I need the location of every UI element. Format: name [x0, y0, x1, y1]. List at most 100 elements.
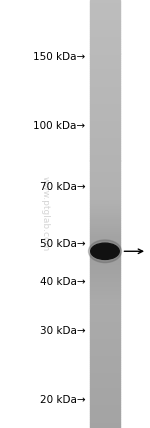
Bar	[90, 220, 120, 223]
Bar	[90, 407, 120, 409]
Bar	[90, 302, 120, 304]
Bar	[90, 248, 120, 250]
Bar	[90, 77, 120, 79]
Bar	[90, 141, 120, 143]
Bar	[90, 60, 120, 62]
Bar	[90, 41, 120, 43]
Bar	[90, 338, 120, 340]
Bar	[90, 184, 120, 186]
Bar	[90, 107, 120, 109]
Bar	[90, 278, 120, 280]
Bar	[90, 379, 120, 381]
Bar	[90, 345, 120, 347]
Bar	[90, 188, 120, 190]
Bar	[90, 327, 120, 330]
Bar	[90, 424, 120, 426]
Bar	[90, 24, 120, 26]
Bar	[90, 156, 120, 158]
Bar	[90, 167, 120, 169]
Bar	[90, 263, 120, 265]
Bar	[90, 402, 120, 404]
Bar	[90, 171, 120, 173]
Bar	[90, 253, 120, 255]
Bar	[90, 45, 120, 47]
Bar	[90, 310, 120, 312]
Bar	[90, 182, 120, 184]
Bar	[90, 169, 120, 171]
Bar	[90, 355, 120, 357]
Bar	[90, 389, 120, 392]
Bar	[90, 175, 120, 178]
Bar	[90, 135, 120, 137]
Bar	[90, 64, 120, 66]
Bar	[90, 190, 120, 193]
Bar	[90, 261, 120, 263]
Bar	[90, 139, 120, 141]
Bar	[90, 229, 120, 231]
Bar	[90, 233, 120, 235]
Bar	[90, 105, 120, 107]
Bar	[90, 81, 120, 83]
Bar	[90, 137, 120, 139]
Bar	[90, 58, 120, 60]
Bar	[90, 332, 120, 334]
Bar	[90, 79, 120, 81]
Bar	[90, 259, 120, 261]
Bar	[90, 349, 120, 351]
Bar	[90, 101, 120, 103]
Bar	[90, 118, 120, 120]
Bar	[90, 32, 120, 34]
Bar	[90, 370, 120, 372]
Bar	[90, 28, 120, 30]
Bar	[90, 43, 120, 45]
Bar	[90, 347, 120, 349]
Bar	[90, 148, 120, 150]
Bar	[90, 165, 120, 167]
Bar	[90, 419, 120, 422]
Bar	[90, 193, 120, 195]
Bar	[90, 218, 120, 220]
Bar	[90, 4, 120, 6]
Bar	[90, 293, 120, 295]
Bar	[90, 17, 120, 19]
Bar	[90, 54, 120, 56]
Bar	[90, 6, 120, 9]
Bar	[90, 0, 120, 2]
Text: 20 kDa→: 20 kDa→	[40, 395, 86, 405]
Bar	[90, 21, 120, 24]
Text: 70 kDa→: 70 kDa→	[40, 182, 86, 192]
Bar	[90, 160, 120, 163]
Bar	[90, 15, 120, 17]
Bar	[90, 362, 120, 364]
Text: 100 kDa→: 100 kDa→	[33, 121, 86, 131]
Bar	[90, 285, 120, 287]
Bar	[90, 225, 120, 227]
Bar	[90, 178, 120, 180]
Bar	[90, 342, 120, 345]
Ellipse shape	[88, 240, 122, 263]
Bar	[90, 353, 120, 355]
Bar	[90, 73, 120, 75]
Bar	[90, 88, 120, 90]
Bar	[90, 242, 120, 244]
Bar	[90, 411, 120, 413]
Bar	[90, 321, 120, 323]
Bar	[90, 133, 120, 135]
Bar	[90, 351, 120, 353]
Bar	[90, 197, 120, 199]
Bar	[90, 92, 120, 94]
Bar	[90, 417, 120, 419]
Bar	[90, 210, 120, 212]
Bar	[90, 62, 120, 64]
Bar	[90, 238, 120, 240]
Ellipse shape	[91, 243, 119, 259]
Bar	[90, 113, 120, 116]
Bar	[90, 150, 120, 152]
Bar	[90, 334, 120, 336]
Bar	[90, 109, 120, 111]
Bar	[90, 103, 120, 105]
Bar	[90, 364, 120, 366]
Bar	[90, 308, 120, 310]
Text: 40 kDa→: 40 kDa→	[40, 277, 86, 287]
Bar	[90, 68, 120, 71]
